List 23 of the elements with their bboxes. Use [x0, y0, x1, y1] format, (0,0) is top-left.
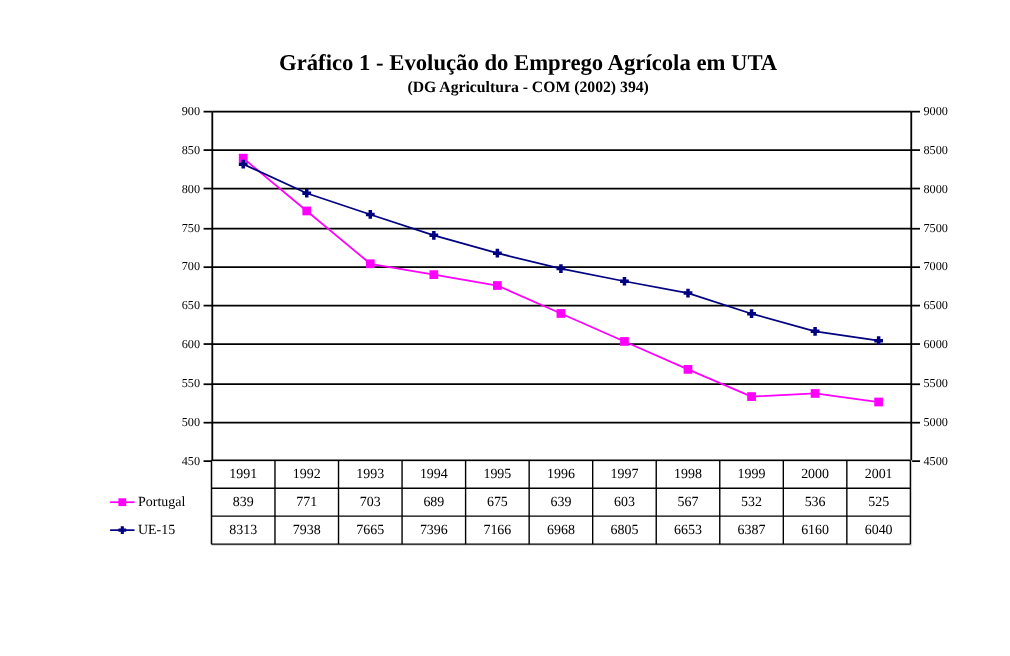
point — [238, 159, 248, 169]
point — [747, 309, 756, 319]
point — [683, 365, 693, 374]
chart-title: Gráfico 1 - Evolução do Emprego Agrícola em UTA — [279, 51, 779, 76]
point — [620, 276, 629, 286]
point — [874, 397, 883, 407]
point — [747, 392, 756, 401]
point — [302, 188, 312, 198]
point — [429, 270, 439, 280]
point — [493, 281, 502, 290]
point — [365, 259, 375, 269]
point — [302, 206, 312, 216]
point — [429, 230, 439, 240]
point — [365, 210, 375, 219]
point — [556, 309, 566, 318]
point — [874, 336, 883, 346]
point — [493, 248, 502, 258]
point — [810, 326, 820, 336]
point — [683, 288, 693, 298]
point — [620, 337, 629, 346]
point — [810, 389, 820, 398]
chart-subtitle: (DG Agricultura - COM (2002) 394) — [407, 78, 650, 97]
point — [556, 264, 566, 273]
